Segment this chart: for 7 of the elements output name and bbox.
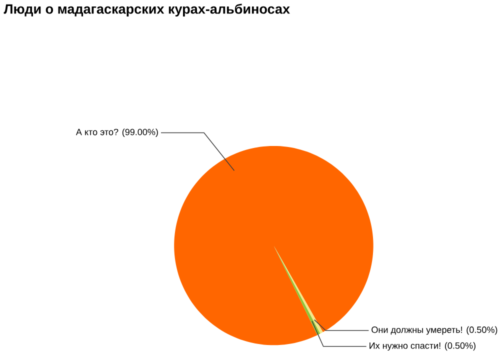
slice-label: Их нужно спасти! xyxy=(370,342,440,351)
chart-title: Люди о мадагаскарских курах-альбиносах xyxy=(4,4,290,17)
slice-label: Они должны умереть! xyxy=(372,326,462,335)
data-label: (0.50%) xyxy=(466,326,498,335)
slice-label: А кто это? xyxy=(76,128,118,136)
data-label: (0.50%) xyxy=(444,342,476,351)
data-label: (99.00%) xyxy=(122,128,158,138)
